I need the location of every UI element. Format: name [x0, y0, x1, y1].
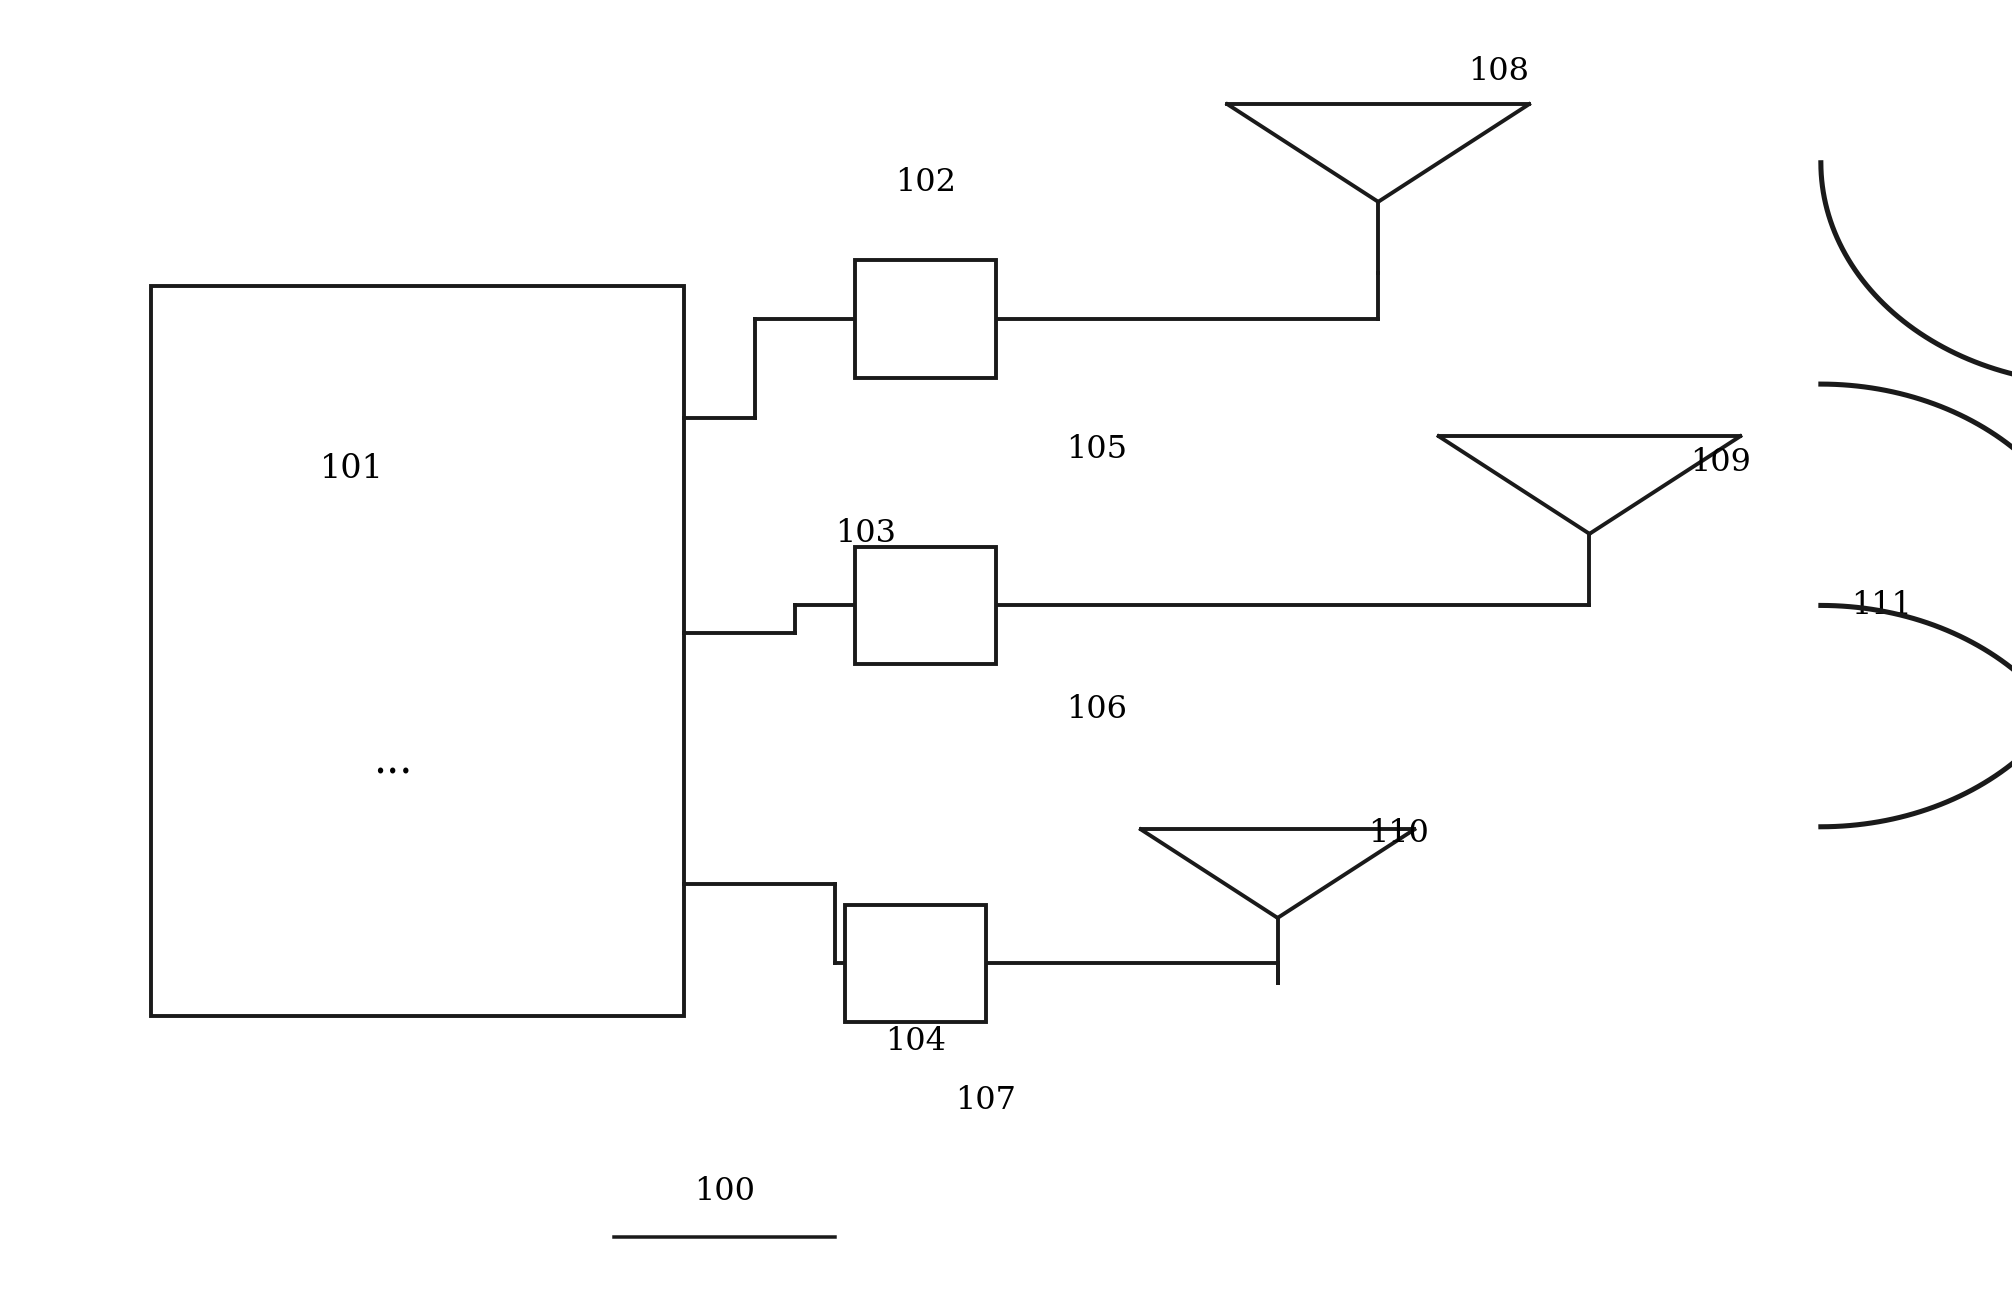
Text: 108: 108	[1469, 56, 1529, 87]
Text: 102: 102	[895, 167, 956, 198]
Text: 105: 105	[1066, 434, 1127, 465]
Bar	[151, 286, 684, 1016]
Text: 103: 103	[835, 518, 895, 549]
Text: 101: 101	[320, 453, 384, 484]
Text: ...: ...	[372, 741, 412, 783]
Bar	[845, 905, 986, 1022]
Text: 109: 109	[1690, 447, 1750, 478]
Bar	[855, 547, 996, 664]
Text: 110: 110	[1368, 818, 1429, 849]
Bar	[855, 260, 996, 378]
Text: 111: 111	[1851, 590, 1911, 621]
Text: 100: 100	[694, 1176, 754, 1207]
Text: 104: 104	[885, 1026, 946, 1057]
Text: 107: 107	[956, 1085, 1016, 1116]
Text: 106: 106	[1066, 694, 1127, 725]
